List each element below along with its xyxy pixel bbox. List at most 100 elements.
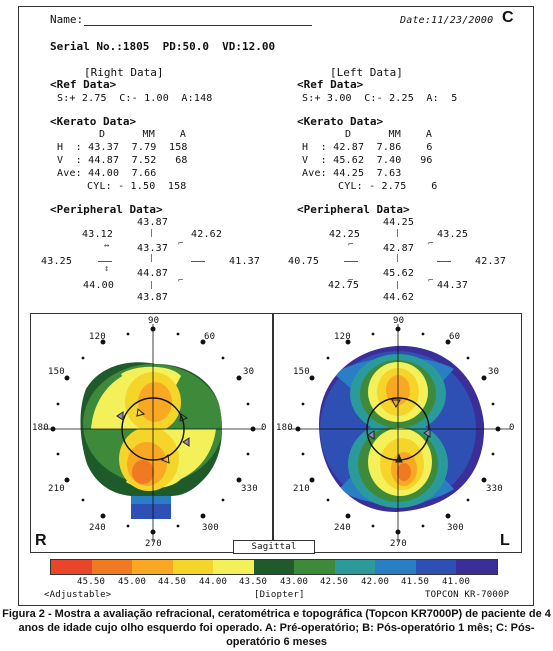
- left-p-right: 42.37: [475, 256, 507, 267]
- left-angle-90: 90: [393, 316, 405, 326]
- left-p-center: 42.87: [383, 243, 415, 254]
- left-p-bottom: 44.62: [383, 292, 415, 303]
- scale-label-8: 41.50: [401, 577, 430, 587]
- left-p-lr: 44.37: [437, 280, 469, 291]
- right-angle-60: 60: [204, 332, 216, 342]
- left-data-title: [Left Data]: [330, 66, 403, 79]
- scale-unit: [Diopter]: [254, 590, 305, 600]
- right-p-ll: 44.00: [83, 280, 115, 291]
- right-eye-letter: R: [35, 532, 47, 549]
- left-angle-240: 240: [334, 523, 351, 533]
- left-kerato-ave: Ave: 44.25 7.63: [302, 168, 402, 179]
- right-p-lower: 44.87: [137, 268, 169, 279]
- scale-label-9: 41.00: [442, 577, 471, 587]
- left-arrow-ul: ⌐: [348, 240, 354, 250]
- figure-letter: C: [502, 9, 514, 26]
- scale-swatch-3: [172, 560, 214, 574]
- scale-swatch-10: [456, 560, 498, 574]
- right-angle-240: 240: [89, 523, 106, 533]
- right-angle-90: 90: [148, 316, 160, 326]
- right-angle-150: 150: [48, 367, 65, 377]
- scale-adjustable: <Adjustable>: [44, 590, 112, 600]
- map-mode-label: Sagittal: [233, 540, 315, 554]
- left-p-ll: 42.75: [328, 280, 360, 291]
- right-kerato-cyl: CYL: - 1.50 158: [87, 181, 187, 192]
- left-angle-180: 180: [276, 423, 293, 433]
- right-p-center: 43.37: [137, 243, 169, 254]
- right-tick-bottom: [151, 281, 152, 289]
- right-arrow-v: ↕: [104, 264, 110, 274]
- scale-swatch-6: [294, 560, 335, 574]
- left-tick-top: [397, 229, 398, 237]
- left-angle-60: 60: [449, 332, 461, 342]
- name-underline: [84, 25, 312, 26]
- scale-swatch-1: [91, 560, 133, 574]
- right-ref-title: <Ref Data>: [50, 78, 117, 91]
- right-dots: [50, 326, 256, 535]
- scale-swatch-4: [213, 560, 254, 574]
- right-kerato-title: <Kerato Data>: [50, 115, 137, 128]
- scale-swatch-0: [51, 560, 92, 574]
- left-topo-map: [288, 324, 510, 542]
- left-periph-title: <Peripheral Data>: [297, 203, 410, 216]
- right-kerato-ave: Ave: 44.00 7.66: [57, 168, 157, 179]
- left-p-ur: 43.25: [437, 229, 469, 240]
- left-ref-line: S:+ 3.00 C:- 2.25 A: 5: [302, 93, 458, 104]
- left-angle-210: 210: [293, 484, 310, 494]
- scale-device: TOPCON KR-7000P: [425, 590, 510, 600]
- scale-swatch-7: [334, 560, 376, 574]
- right-arrow-h: ↔: [104, 241, 110, 251]
- left-angle-150: 150: [293, 367, 310, 377]
- left-dash-right: [437, 261, 451, 262]
- right-dash-left: [98, 261, 112, 262]
- left-angle-0: 0: [509, 423, 515, 433]
- scale-swatch-9: [415, 560, 457, 574]
- scale-label-7: 42.00: [361, 577, 390, 587]
- right-tick-mid: [151, 254, 152, 262]
- left-arrow-ur: ⌐: [428, 239, 434, 249]
- left-eye-letter: L: [500, 532, 510, 549]
- left-arrow-ll: ⌐: [348, 276, 354, 286]
- right-arrow-ur: ⌐: [178, 239, 184, 249]
- left-angle-330: 330: [486, 484, 503, 494]
- right-kerato-h: H : 43.37 7.79 158: [57, 142, 188, 153]
- right-arrow-lr: ⌐: [178, 276, 184, 286]
- scale-swatch-2: [132, 560, 173, 574]
- right-p-left: 43.25: [41, 256, 73, 267]
- right-angle-270: 270: [145, 539, 162, 549]
- left-kerato-h: H : 42.87 7.86 6: [302, 142, 433, 153]
- right-p-ur: 42.62: [191, 229, 223, 240]
- right-data-title: [Right Data]: [84, 66, 164, 79]
- right-p-top: 43.87: [137, 217, 169, 228]
- right-periph-title: <Peripheral Data>: [50, 203, 163, 216]
- right-angle-210: 210: [48, 484, 65, 494]
- left-tick-mid: [397, 254, 398, 262]
- scale-label-4: 43.50: [239, 577, 268, 587]
- right-angle-0: 0: [261, 423, 267, 433]
- scale-label-5: 43.00: [280, 577, 309, 587]
- left-ref-title: <Ref Data>: [297, 78, 364, 91]
- scale-swatch-8: [375, 560, 416, 574]
- left-p-ul: 42.25: [329, 229, 361, 240]
- right-angle-330: 330: [241, 484, 258, 494]
- date-text: Date:11/23/2000: [400, 15, 494, 26]
- left-arrow-lr: ⌐: [428, 276, 434, 286]
- color-scale-bar: [50, 559, 498, 575]
- left-p-lower: 45.62: [383, 268, 415, 279]
- left-kerato-head: D MM A: [345, 129, 433, 140]
- left-dash-left: [344, 261, 358, 262]
- scale-label-1: 45.00: [118, 577, 147, 587]
- left-kerato-title: <Kerato Data>: [297, 115, 384, 128]
- right-ref-line: S:+ 2.75 C:- 1.00 A:148: [57, 93, 213, 104]
- right-p-ul: 43.12: [82, 229, 114, 240]
- right-kerato-head: D MM A: [99, 129, 187, 140]
- right-topo-map: [43, 324, 263, 542]
- right-angle-30: 30: [243, 367, 255, 377]
- left-angle-30: 30: [488, 367, 500, 377]
- left-kerato-v: V : 45.62 7.40 96: [302, 155, 433, 166]
- left-p-top: 44.25: [383, 217, 415, 228]
- right-angle-180: 180: [32, 423, 49, 433]
- scale-label-0: 45.50: [77, 577, 106, 587]
- scale-label-2: 44.50: [158, 577, 187, 587]
- right-dash-right: [191, 261, 205, 262]
